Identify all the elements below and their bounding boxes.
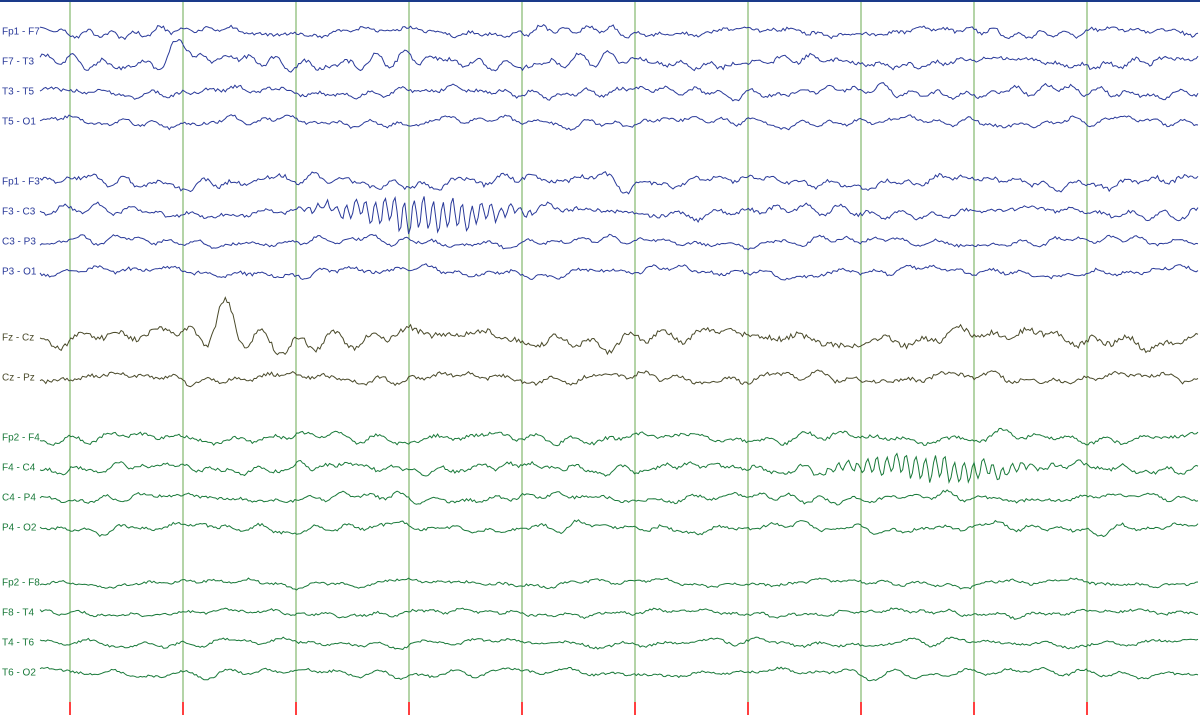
eeg-chart: Fp1 - F7F7 - T3T3 - T5T5 - O1Fp1 - F3F3 … xyxy=(0,0,1200,715)
tick-marks xyxy=(0,0,1200,715)
